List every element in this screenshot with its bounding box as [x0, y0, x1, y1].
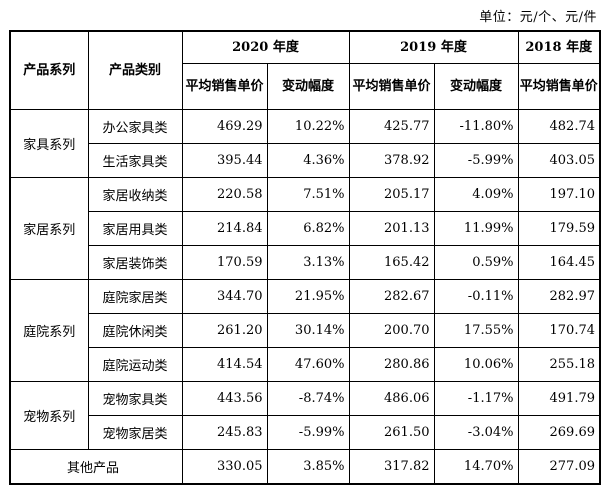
- change-2020-cell: 3.13%: [266, 245, 350, 280]
- table-row: 家居装饰类 170.59 3.13% 165.42 0.59% 164.45: [10, 245, 601, 280]
- table-row: 庭院休闲类 261.20 30.14% 200.70 17.55% 170.74: [10, 313, 601, 348]
- series-cell: 宠物系列: [9, 381, 89, 450]
- header-year-2019: 2019 年度: [348, 30, 519, 64]
- price-2018-cell: 164.45: [517, 245, 601, 280]
- series-cell: 庭院系列: [9, 279, 89, 382]
- table-row: 家具系列 办公家具类 469.29 10.22% 425.77 -11.80% …: [9, 109, 601, 178]
- price-2018-cell: 170.74: [517, 313, 601, 348]
- category-cell: 办公家具类: [87, 109, 183, 144]
- price-2020-cell: 220.58: [181, 177, 268, 212]
- table-row: 生活家具类 395.44 4.36% 378.92 -5.99% 403.05: [10, 143, 601, 178]
- table-body: 家具系列 办公家具类 469.29 10.22% 425.77 -11.80% …: [9, 109, 601, 485]
- price-2019-cell: 261.50: [348, 415, 435, 450]
- category-cell: 宠物家具类: [87, 381, 183, 416]
- table-row: 家居系列 家居收纳类 220.58 7.51% 205.17 4.09% 197…: [9, 177, 601, 280]
- table-row: 庭院运动类 414.54 47.60% 280.86 10.06% 255.18: [10, 347, 601, 382]
- price-2020-cell: 214.84: [181, 211, 268, 246]
- price-2018-cell: 277.09: [517, 449, 601, 485]
- price-2018-cell: 255.18: [517, 347, 601, 382]
- table-row-other: 其他产品 330.05 3.85% 317.82 14.70% 277.09: [9, 449, 601, 485]
- table-row: 宠物系列 宠物家具类 443.56 -8.74% 486.06 -1.17% 4…: [9, 381, 601, 450]
- series-cell: 家居系列: [9, 177, 89, 280]
- change-2020-cell: 7.51%: [266, 177, 350, 212]
- unit-label: 单位：元/个、元/件: [479, 10, 597, 25]
- header-row-years: 产品系列 产品类别 2020 年度 2019 年度 2018 年度: [9, 30, 601, 110]
- change-2019-cell: -5.99%: [433, 143, 519, 178]
- price-2018-cell: 197.10: [517, 177, 601, 212]
- category-cell: 家居用具类: [87, 211, 183, 246]
- series-cell: 家具系列: [9, 109, 89, 178]
- header-series: 产品系列: [9, 30, 89, 110]
- category-cell: 庭院运动类: [87, 347, 183, 382]
- category-cell: 家居装饰类: [87, 245, 183, 280]
- price-2018-cell: 491.79: [517, 381, 601, 416]
- price-2019-cell: 165.42: [348, 245, 435, 280]
- change-2020-cell: 47.60%: [266, 347, 350, 382]
- price-2019-cell: 205.17: [348, 177, 435, 212]
- price-2019-cell: 201.13: [348, 211, 435, 246]
- change-2019-cell: -1.17%: [433, 381, 519, 416]
- price-2020-cell: 344.70: [181, 279, 268, 314]
- price-2018-cell: 482.74: [517, 109, 601, 144]
- header-avg-price-2020: 平均销售单价: [181, 63, 268, 110]
- table-row: 庭院系列 庭院家居类 344.70 21.95% 282.67 -0.11% 2…: [9, 279, 601, 382]
- price-2019-cell: 317.82: [348, 449, 435, 485]
- header-change-2020: 变动幅度: [266, 63, 350, 110]
- header-year-2020: 2020 年度: [181, 30, 350, 64]
- change-2019-cell: 4.09%: [433, 177, 519, 212]
- change-2019-cell: -3.04%: [433, 415, 519, 450]
- change-2019-cell: 17.55%: [433, 313, 519, 348]
- table-row: 家居用具类 214.84 6.82% 201.13 11.99% 179.59: [10, 211, 601, 246]
- category-cell: 庭院休闲类: [87, 313, 183, 348]
- price-2018-cell: 282.97: [517, 279, 601, 314]
- price-table: 产品系列 产品类别 2020 年度 2019 年度 2018 年度 平均销售单价…: [9, 30, 601, 485]
- price-2019-cell: 280.86: [348, 347, 435, 382]
- change-2020-cell: 10.22%: [266, 109, 350, 144]
- price-2020-cell: 170.59: [181, 245, 268, 280]
- change-2020-cell: -5.99%: [266, 415, 350, 450]
- price-2018-cell: 179.59: [517, 211, 601, 246]
- price-2019-cell: 200.70: [348, 313, 435, 348]
- table-row: 宠物家居类 245.83 -5.99% 261.50 -3.04% 269.69: [10, 415, 601, 450]
- category-cell: 庭院家居类: [87, 279, 183, 314]
- header-avg-price-2018: 平均销售单价: [517, 63, 601, 110]
- price-2018-cell: 269.69: [517, 415, 601, 450]
- category-cell: 家居收纳类: [87, 177, 183, 212]
- change-2019-cell: -0.11%: [433, 279, 519, 314]
- category-cell: 宠物家居类: [87, 415, 183, 450]
- change-2020-cell: 6.82%: [266, 211, 350, 246]
- change-2020-cell: -8.74%: [266, 381, 350, 416]
- change-2020-cell: 4.36%: [266, 143, 350, 178]
- change-2020-cell: 21.95%: [266, 279, 350, 314]
- change-2019-cell: 14.70%: [433, 449, 519, 485]
- change-2019-cell: -11.80%: [433, 109, 519, 144]
- header-year-2018: 2018 年度: [517, 30, 601, 64]
- header-change-2019: 变动幅度: [433, 63, 519, 110]
- price-2020-cell: 261.20: [181, 313, 268, 348]
- price-2019-cell: 486.06: [348, 381, 435, 416]
- category-cell: 生活家具类: [87, 143, 183, 178]
- change-2020-cell: 3.85%: [266, 449, 350, 485]
- price-2020-cell: 245.83: [181, 415, 268, 450]
- change-2019-cell: 10.06%: [433, 347, 519, 382]
- price-2019-cell: 425.77: [348, 109, 435, 144]
- price-2020-cell: 414.54: [181, 347, 268, 382]
- change-2020-cell: 30.14%: [266, 313, 350, 348]
- change-2019-cell: 0.59%: [433, 245, 519, 280]
- price-2020-cell: 395.44: [181, 143, 268, 178]
- other-products-label: 其他产品: [9, 449, 183, 485]
- price-2020-cell: 330.05: [181, 449, 268, 485]
- price-2018-cell: 403.05: [517, 143, 601, 178]
- header-row-metrics: 平均销售单价 变动幅度 平均销售单价 变动幅度 平均销售单价: [10, 63, 601, 110]
- price-2019-cell: 282.67: [348, 279, 435, 314]
- header-avg-price-2019: 平均销售单价: [348, 63, 435, 110]
- price-2020-cell: 443.56: [181, 381, 268, 416]
- change-2019-cell: 11.99%: [433, 211, 519, 246]
- price-2020-cell: 469.29: [181, 109, 268, 144]
- price-2019-cell: 378.92: [348, 143, 435, 178]
- header-category: 产品类别: [87, 30, 183, 110]
